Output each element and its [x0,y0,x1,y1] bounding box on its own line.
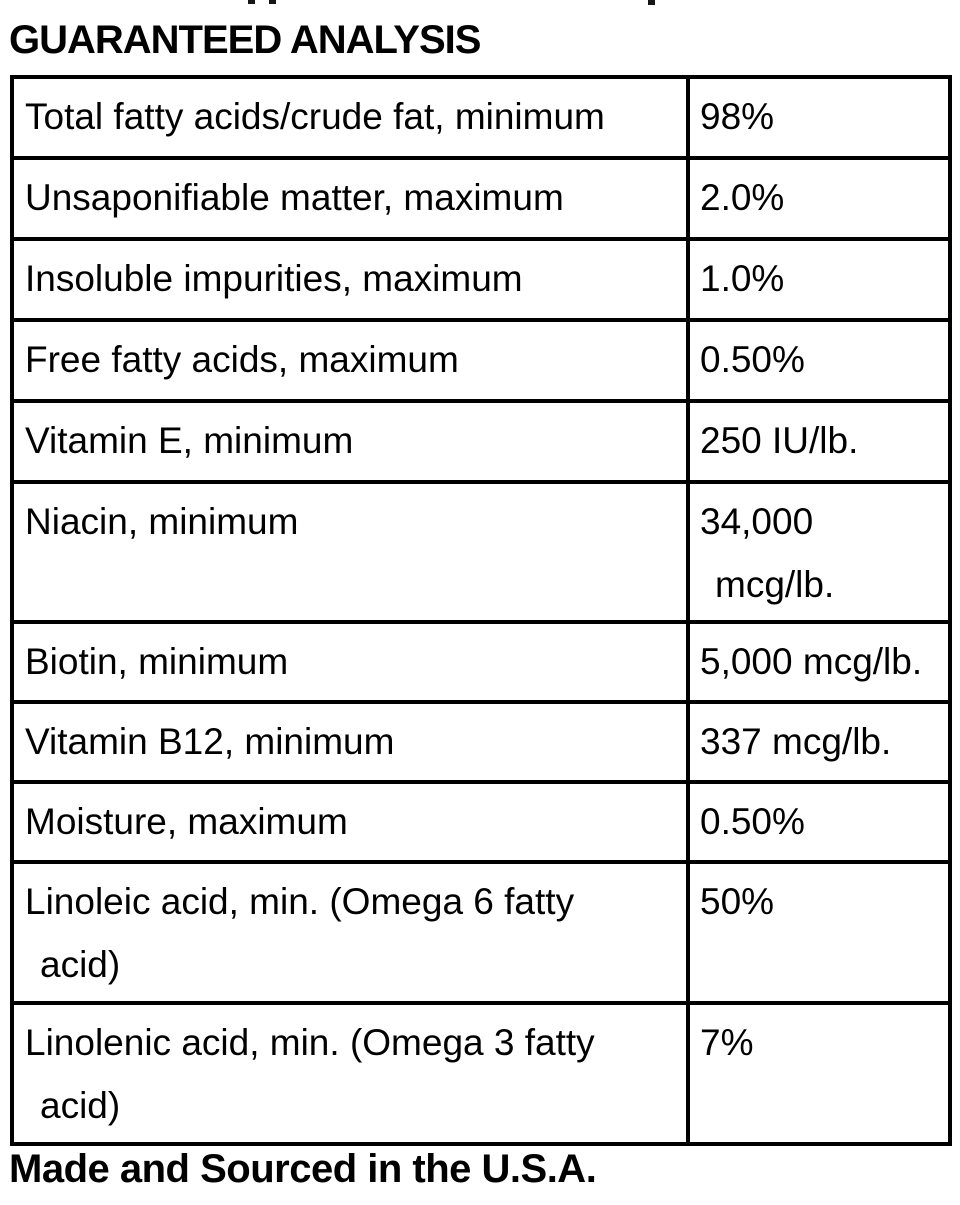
nutrient-value-cell: 1.0% [686,237,952,322]
nutrient-label-cell: Niacin, minimum [10,480,690,624]
table-row: Niacin, minimum 34,000 mcg/lb. [10,480,952,624]
nutrient-value-cell: 0.50% [686,780,952,864]
nutrient-value-cell: 250 IU/lb. [686,399,952,484]
nutrient-label-cell: Vitamin E, minimum [10,399,690,484]
table-row: Moisture, maximum 0.50% [10,780,952,864]
cropped-text-fragment [269,0,276,4]
nutrient-label-cell: Linolenic acid, min. (Omega 3 fatty acid… [10,1001,690,1146]
nutrient-label-cell: Unsaponifiable matter, maximum [10,156,690,241]
guaranteed-analysis-table: Total fatty acids/crude fat, minimum 98% U… [10,75,952,1146]
cropped-text-fragment [648,0,655,5]
analysis-table-body: Total fatty acids/crude fat, minimum 98% U… [10,75,952,1146]
guaranteed-analysis-heading: GUARANTEED ANALYSIS [9,18,481,62]
nutrient-value-cell: 98% [686,75,952,160]
table-row: Unsaponifiable matter, maximum 2.0% [10,156,952,241]
table-row: Insoluble impurities, maximum 1.0% [10,237,952,322]
nutrient-value-cell: 5,000 mcg/lb. [686,620,952,704]
table-row: Biotin, minimum 5,000 mcg/lb. [10,620,952,704]
nutrient-label-cell: Vitamin B12, minimum [10,700,690,784]
nutrient-label-cell: Free fatty acids, maximum [10,318,690,403]
table-row: Linolenic acid, min. (Omega 3 fatty acid… [10,1001,952,1146]
table-row: Linoleic acid, min. (Omega 6 fatty acid)… [10,860,952,1005]
nutrient-label-cell: Total fatty acids/crude fat, minimum [10,75,690,160]
cropped-text-fragment [248,0,255,4]
nutrient-label-cell: Linoleic acid, min. (Omega 6 fatty acid) [10,860,690,1005]
nutrient-value-cell: 34,000 mcg/lb. [686,480,952,624]
nutrient-label-cell: Insoluble impurities, maximum [10,237,690,322]
table-row: Free fatty acids, maximum 0.50% [10,318,952,403]
table-row: Vitamin B12, minimum 337 mcg/lb. [10,700,952,784]
table-row: Vitamin E, minimum 250 IU/lb. [10,399,952,484]
nutrient-label-cell: Moisture, maximum [10,780,690,864]
nutrient-value-cell: 7% [686,1001,952,1146]
made-in-usa-statement: Made and Sourced in the U.S.A. [9,1147,597,1191]
nutrient-value-cell: 2.0% [686,156,952,241]
nutrient-value-cell: 0.50% [686,318,952,403]
table-row: Total fatty acids/crude fat, minimum 98% [10,75,952,160]
nutrient-value-cell: 50% [686,860,952,1005]
nutrient-label-cell: Biotin, minimum [10,620,690,704]
nutrient-value-cell: 337 mcg/lb. [686,700,952,784]
